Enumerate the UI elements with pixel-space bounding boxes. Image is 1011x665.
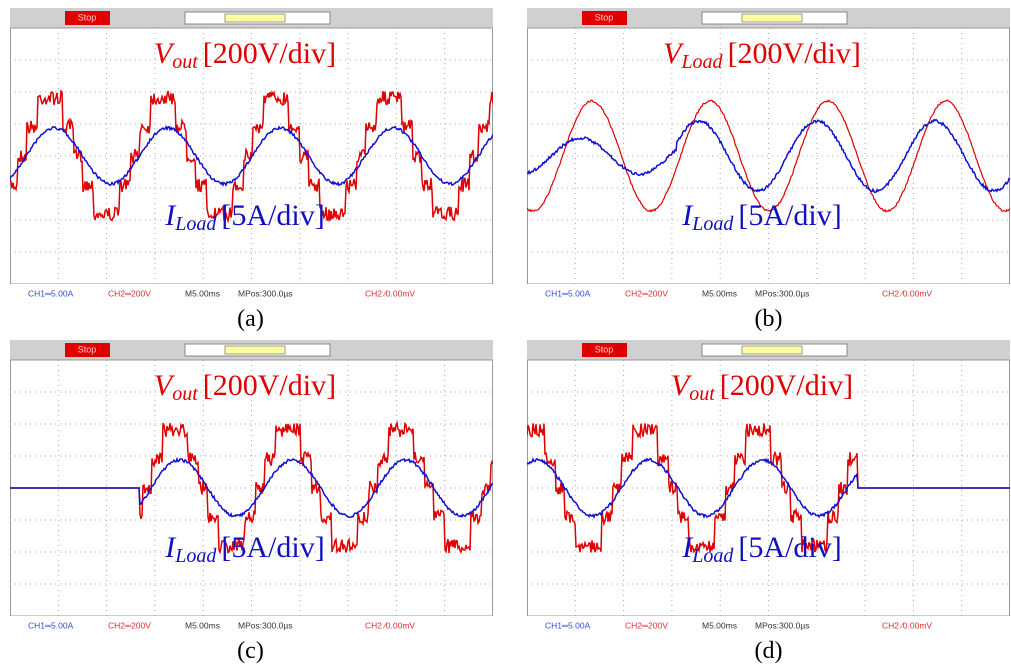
status-ch2: CH2═200V: [108, 288, 151, 298]
status-trig: CH2 ∕0.00mV: [365, 288, 415, 298]
caption: (c): [9, 638, 492, 665]
status-ch1: CH1═5.00A: [545, 620, 591, 630]
status-time: M5.00ms: [185, 620, 220, 630]
status-time: M5.00ms: [185, 288, 220, 298]
subscript: Load: [174, 545, 217, 567]
status-trig: CH2 ∕0.00mV: [365, 620, 415, 630]
subscript: out: [172, 51, 198, 73]
figure: {"panels": [ {"status": "Stop", "ch1": "…: [0, 0, 1011, 662]
unit: [5A/div]: [221, 199, 324, 232]
unit: [200V/div]: [203, 369, 336, 402]
timebar-window: [742, 14, 802, 22]
status-mpos: MPos:300.0µs: [238, 620, 293, 630]
status-mpos: MPos:300.0µs: [755, 620, 810, 630]
status: Stop: [595, 12, 614, 22]
caption: (a): [9, 306, 492, 333]
unit: [5A/div]: [738, 199, 841, 232]
timebar-window: [742, 346, 802, 354]
unit: [200V/div]: [720, 369, 853, 402]
status: Stop: [78, 344, 97, 354]
status-trig: CH2 ∕0.00mV: [882, 288, 932, 298]
subscript: Load: [691, 213, 734, 235]
scope-panel: StopTCH1═5.00ACH2═200VM5.00msMPos:300.0µ…: [527, 8, 1010, 305]
subscript: Load: [680, 51, 723, 73]
timebar-window: [225, 14, 285, 22]
status-time: M5.00ms: [702, 288, 737, 298]
status-ch1: CH1═5.00A: [545, 288, 591, 298]
subscript: out: [689, 383, 715, 405]
scope-screen: StopTCH1═5.00ACH2═200VM5.00msMPos:300.0µ…: [10, 8, 493, 305]
status-ch1: CH1═5.00A: [28, 620, 74, 630]
status-ch1: CH1═5.00A: [28, 288, 74, 298]
caption: (d): [527, 638, 1010, 665]
scope-panel: StopTCH1═5.00ACH2═200VM5.00msMPos:300.0µ…: [527, 340, 1010, 637]
scope-screen: StopTCH1═5.00ACH2═200VM5.00msMPos:300.0µ…: [10, 340, 493, 637]
unit: [200V/div]: [203, 37, 336, 70]
unit: [5A/div]: [221, 531, 324, 564]
scope-screen: StopTCH1═5.00ACH2═200VM5.00msMPos:300.0µ…: [527, 340, 1010, 637]
status-trig: CH2 ∕0.00mV: [882, 620, 932, 630]
unit: [5A/div]: [738, 531, 841, 564]
scope-screen: StopTCH1═5.00ACH2═200VM5.00msMPos:300.0µ…: [527, 8, 1010, 305]
status-mpos: MPos:300.0µs: [238, 288, 293, 298]
status-mpos: MPos:300.0µs: [755, 288, 810, 298]
status-ch2: CH2═200V: [108, 620, 151, 630]
scope-panel: StopTCH1═5.00ACH2═200VM5.00msMPos:300.0µ…: [10, 8, 493, 305]
timebar-window: [225, 346, 285, 354]
status: Stop: [595, 344, 614, 354]
status-time: M5.00ms: [702, 620, 737, 630]
status-ch2: CH2═200V: [625, 620, 668, 630]
status-ch2: CH2═200V: [625, 288, 668, 298]
subscript: Load: [174, 213, 217, 235]
caption: (b): [527, 306, 1010, 333]
unit: [200V/div]: [728, 37, 861, 70]
scope-panel: StopTCH1═5.00ACH2═200VM5.00msMPos:300.0µ…: [10, 340, 493, 637]
status: Stop: [78, 12, 97, 22]
subscript: out: [172, 383, 198, 405]
subscript: Load: [691, 545, 734, 567]
